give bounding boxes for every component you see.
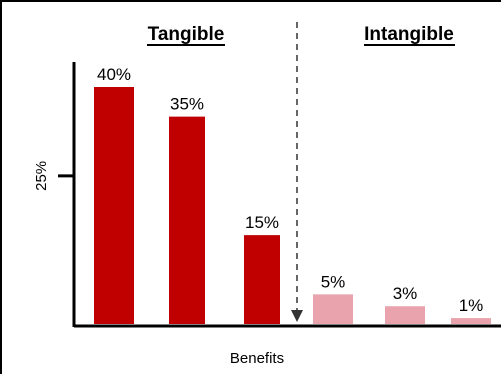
bar-value-label-4: 5% xyxy=(321,272,346,291)
divider-arrowhead xyxy=(291,310,303,322)
bar-4 xyxy=(313,294,353,324)
bar-6 xyxy=(451,318,491,324)
bar-value-label-2: 35% xyxy=(170,95,204,114)
bar-value-label-3: 15% xyxy=(245,213,279,232)
bar-value-label-5: 3% xyxy=(393,284,418,303)
y-tick-label: 25% xyxy=(33,161,50,191)
group-title-tangible: Tangible xyxy=(148,24,225,45)
bar-5 xyxy=(385,306,425,324)
bar-value-label-6: 1% xyxy=(459,296,484,315)
bar-1 xyxy=(94,87,134,324)
bars: 40% 35% 15% 5% 3% 1% xyxy=(94,65,491,324)
bar-2 xyxy=(169,116,205,324)
bar-value-label-1: 40% xyxy=(97,65,131,84)
bar-3 xyxy=(244,235,280,324)
group-title-intangible: Intangible xyxy=(364,24,454,45)
x-axis-label: Benefits xyxy=(230,350,284,367)
